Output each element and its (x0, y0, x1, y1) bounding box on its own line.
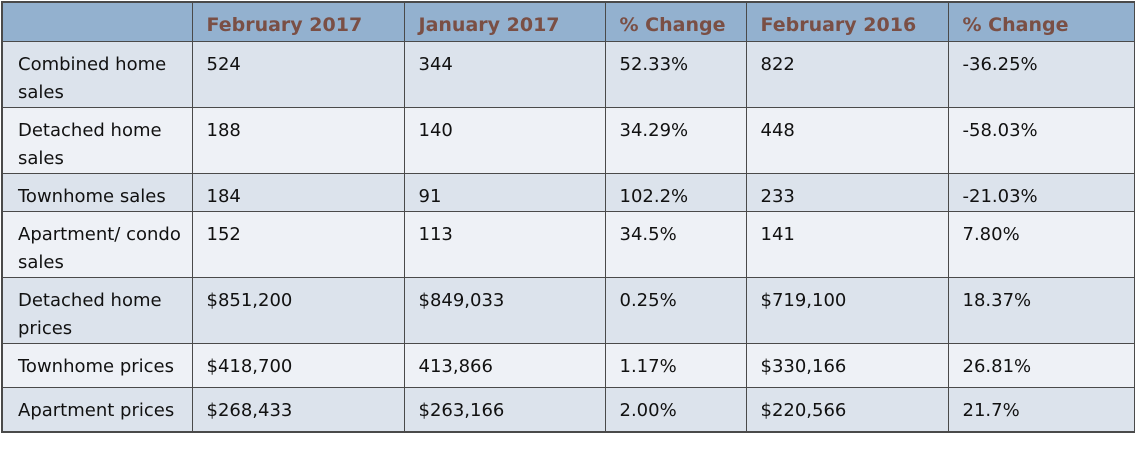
row-label: Townhome sales (1, 173, 193, 212)
table-cell: 233 (745, 173, 949, 212)
table-cell: 26.81% (947, 343, 1135, 388)
table-cell: 188 (191, 107, 405, 174)
row-label: Apartment/ condo sales (1, 211, 193, 278)
table-cell: 448 (745, 107, 949, 174)
table-cell: -36.25% (947, 41, 1135, 108)
table-cell: 102.2% (604, 173, 747, 212)
table-cell: -21.03% (947, 173, 1135, 212)
row-label: Combined home sales (1, 41, 193, 108)
table-cell: 7.80% (947, 211, 1135, 278)
table-cell: 524 (191, 41, 405, 108)
table-cell: 413,866 (403, 343, 606, 388)
table-cell: -58.03% (947, 107, 1135, 174)
header-cell-feb-2017: February 2017 (191, 1, 405, 42)
table-cell: 21.7% (947, 387, 1135, 433)
table-cell: 141 (745, 211, 949, 278)
table-cell: 140 (403, 107, 606, 174)
table-cell: 152 (191, 211, 405, 278)
table-cell: 18.37% (947, 277, 1135, 344)
table-row: Combined home sales 524 344 52.33% 822 -… (1, 41, 1135, 108)
table-cell: 91 (403, 173, 606, 212)
row-label: Detached home prices (1, 277, 193, 344)
table-row: Apartment prices $268,433 $263,166 2.00%… (1, 387, 1135, 433)
table-cell: 344 (403, 41, 606, 108)
table-cell: 34.5% (604, 211, 747, 278)
table-cell: $268,433 (191, 387, 405, 433)
table-cell: $418,700 (191, 343, 405, 388)
table-cell: $719,100 (745, 277, 949, 344)
table-cell: $330,166 (745, 343, 949, 388)
header-cell-feb-2016: February 2016 (745, 1, 949, 42)
table-row: Apartment/ condo sales 152 113 34.5% 141… (1, 211, 1135, 278)
table-cell: 34.29% (604, 107, 747, 174)
table-cell: 0.25% (604, 277, 747, 344)
table-cell: $849,033 (403, 277, 606, 344)
table-cell: 2.00% (604, 387, 747, 433)
table-cell: 822 (745, 41, 949, 108)
table-cell: $220,566 (745, 387, 949, 433)
table-cell: 52.33% (604, 41, 747, 108)
header-cell-jan-2017: January 2017 (403, 1, 606, 42)
table-row: Townhome sales 184 91 102.2% 233 -21.03% (1, 173, 1135, 212)
row-label: Detached home sales (1, 107, 193, 174)
row-label: Townhome prices (1, 343, 193, 388)
table-cell: 1.17% (604, 343, 747, 388)
table-row: Townhome prices $418,700 413,866 1.17% $… (1, 343, 1135, 388)
table-cell: $851,200 (191, 277, 405, 344)
header-cell-blank (1, 1, 193, 42)
table-cell: 113 (403, 211, 606, 278)
table-row: Detached home prices $851,200 $849,033 0… (1, 277, 1135, 344)
table-header-row: February 2017 January 2017 % Change Febr… (1, 1, 1135, 42)
home-sales-table: February 2017 January 2017 % Change Febr… (1, 1, 1135, 433)
header-cell-pct-change-year: % Change (947, 1, 1135, 42)
header-cell-pct-change-month: % Change (604, 1, 747, 42)
table-cell: $263,166 (403, 387, 606, 433)
row-label: Apartment prices (1, 387, 193, 433)
table-row: Detached home sales 188 140 34.29% 448 -… (1, 107, 1135, 174)
table-cell: 184 (191, 173, 405, 212)
